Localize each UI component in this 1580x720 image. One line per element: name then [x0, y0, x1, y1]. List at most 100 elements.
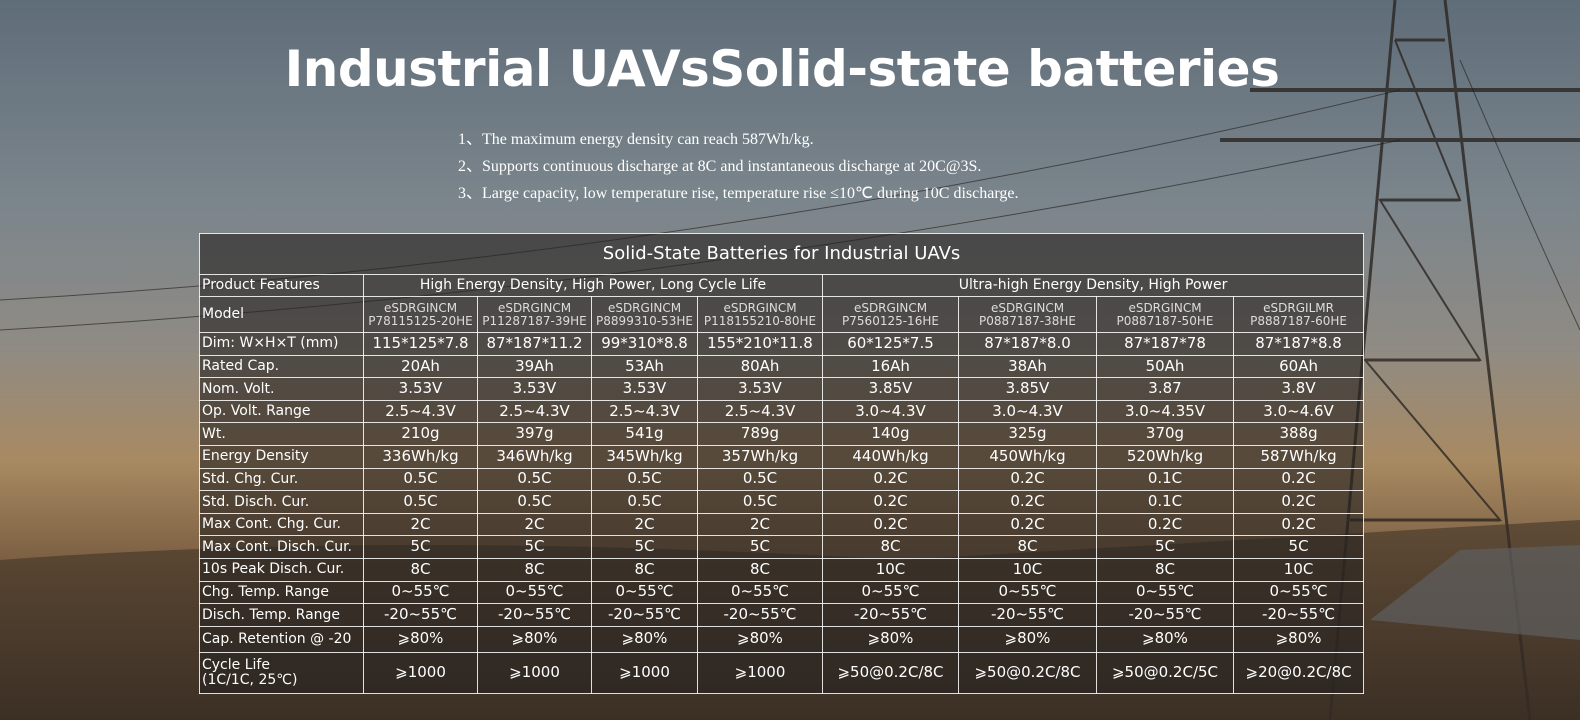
spec-value: 2C	[634, 514, 655, 533]
model-text: P11287187-39HE	[482, 313, 587, 328]
spec-value: 0.1C	[1147, 469, 1183, 488]
spec-cell: 5C	[363, 535, 478, 559]
spec-value: 0~55℃	[730, 582, 790, 601]
spec-value: 0~55℃	[1269, 582, 1328, 601]
group-cell: Ultra-high Energy Density, High Power	[821, 274, 1365, 297]
spec-value: 440Wh/kg	[852, 446, 929, 465]
spec-cell: 0~55℃	[477, 580, 592, 605]
spec-value: ⩾1000	[734, 662, 786, 681]
spec-cell: 8C	[697, 557, 823, 582]
spec-cell: 3.8V	[1232, 377, 1365, 401]
group-text: High Energy Density, High Power, Long Cy…	[419, 277, 767, 294]
group-text: Ultra-high Energy Density, High Power	[958, 277, 1228, 294]
spec-value: 3.85V	[1005, 379, 1050, 398]
row-label-text: Wt.	[202, 425, 226, 442]
model-cell: eSDRGINCM P7560125-16HE	[822, 296, 959, 333]
row-label: Dim: W×H×T (mm)	[199, 332, 364, 356]
spec-cell: ⩾1000	[697, 651, 823, 694]
spec-cell: 3.0~4.35V	[1096, 399, 1234, 424]
spec-cell: 0.5C	[697, 490, 823, 514]
spec-value: 8C	[410, 559, 431, 578]
spec-cell: 0.1C	[1096, 490, 1234, 514]
model-cell: eSDRGINCM P118155210-80HE	[697, 296, 823, 333]
model-text: eSDRGINCM	[607, 300, 682, 315]
spec-cell: ⩾80%	[477, 625, 592, 653]
spec-value: 10C	[1283, 559, 1314, 578]
spec-value: ⩾50@0.2C/8C	[837, 662, 944, 681]
spec-value: ⩾80%	[1142, 629, 1188, 648]
row-label: Cycle Life (1C/1C, 25℃)	[199, 651, 364, 694]
spec-cell: 2C	[697, 512, 823, 537]
spec-value: 5C	[1288, 537, 1309, 556]
spec-cell: 5C	[697, 535, 823, 559]
feature-item: 3、Large capacity, low temperature rise, …	[458, 185, 1019, 202]
spec-value: -20~55℃	[723, 605, 797, 624]
spec-cell: 8C	[591, 557, 698, 582]
spec-value: 0~55℃	[1135, 582, 1195, 601]
spec-cell: 10C	[822, 557, 959, 582]
model-cell: eSDRGINCM P78115125-20HE	[363, 296, 478, 333]
spec-cell: 3.53V	[477, 377, 592, 401]
spec-value: 0.2C	[1281, 514, 1316, 533]
spec-cell: -20~55℃	[697, 603, 823, 627]
spec-cell: 60Ah	[1232, 354, 1365, 379]
spec-value: 336Wh/kg	[382, 446, 459, 465]
spec-cell: 3.53V	[697, 377, 823, 401]
spec-value: 16Ah	[871, 356, 910, 375]
spec-row: Cap. Retention @ -20 ⩾80% ⩾80% ⩾80% ⩾80% ⩾80%…	[199, 625, 1365, 653]
spec-cell: 16Ah	[822, 354, 959, 379]
spec-cell: -20~55℃	[958, 603, 1097, 627]
spec-value: 0.5C	[517, 469, 552, 488]
spec-value: 0.2C	[1010, 492, 1045, 511]
spec-cell: 87*187*8.8	[1232, 332, 1365, 356]
spec-cell: 8C	[363, 557, 478, 582]
row-label-text: Nom. Volt.	[202, 380, 275, 397]
spec-value: 370g	[1145, 424, 1185, 443]
spec-value: 140g	[871, 424, 910, 443]
spec-value: 0~55℃	[391, 582, 450, 601]
spec-cell: 2C	[477, 512, 592, 537]
spec-value: 3.87	[1148, 379, 1182, 398]
spec-value: ⩾50@0.2C/5C	[1111, 662, 1219, 681]
spec-row: Rated Cap. 20Ah 39Ah 53Ah 80Ah 16Ah 38Ah 50Ah 60…	[199, 354, 1365, 379]
spec-value: 210g	[401, 424, 440, 443]
spec-cell: 0.1C	[1096, 467, 1234, 492]
spec-row: Max Cont. Disch. Cur. 5C 5C 5C 5C 8C 8C 5C 5C	[199, 535, 1365, 559]
spec-cell: ⩾50@0.2C/8C	[822, 651, 959, 694]
spec-cell: ⩾50@0.2C/5C	[1096, 651, 1234, 694]
table-title: Solid-State Batteries for Industrial UAV…	[198, 233, 1365, 275]
spec-value: ⩾50@0.2C/8C	[974, 662, 1081, 681]
spec-value: 115*125*7.8	[372, 333, 469, 352]
spec-cell: 0.2C	[822, 512, 959, 537]
spec-cell: ⩾1000	[477, 651, 592, 694]
feature-item: 2、Supports continuous discharge at 8C an…	[458, 158, 982, 175]
spec-value: 2.5~4.3V	[499, 401, 570, 420]
spec-value: 0.2C	[1010, 514, 1045, 533]
spec-value: 3.0~4.6V	[1263, 401, 1334, 420]
row-label: Model	[199, 296, 364, 333]
row-label-text: Std. Disch. Cur.	[202, 493, 310, 510]
row-label: Std. Chg. Cur.	[199, 467, 364, 492]
spec-cell: 155*210*11.8	[697, 332, 823, 356]
row-label-text: 10s Peak Disch. Cur.	[202, 561, 345, 578]
spec-value: ⩾1000	[395, 662, 446, 681]
row-label: Disch. Temp. Range	[199, 603, 364, 627]
spec-value: 87*187*78	[1124, 333, 1206, 352]
spec-cell: 2C	[363, 512, 478, 537]
model-cell: eSDRGINCM P11287187-39HE	[477, 296, 592, 333]
spec-cell: 450Wh/kg	[958, 444, 1097, 469]
spec-value: 60Ah	[1279, 356, 1318, 375]
spec-row: Cycle Life (1C/1C, 25℃) ⩾1000 ⩾1000 ⩾1000 ⩾10…	[199, 651, 1365, 694]
row-label-text: Rated Cap.	[202, 358, 280, 375]
spec-value: 5C	[410, 537, 431, 556]
spec-value: 0.2C	[1281, 469, 1316, 488]
model-text: eSDRGINCM	[853, 300, 928, 315]
spec-value: 3.53V	[512, 379, 557, 398]
model-text: eSDRGINCM	[1128, 300, 1202, 315]
spec-cell: 3.85V	[822, 377, 959, 401]
spec-cell: ⩾80%	[697, 625, 823, 653]
spec-cell: 397g	[477, 422, 592, 446]
table-title-text: Solid-State Batteries for Industrial UAV…	[602, 242, 961, 264]
spec-value: 8C	[634, 559, 655, 578]
